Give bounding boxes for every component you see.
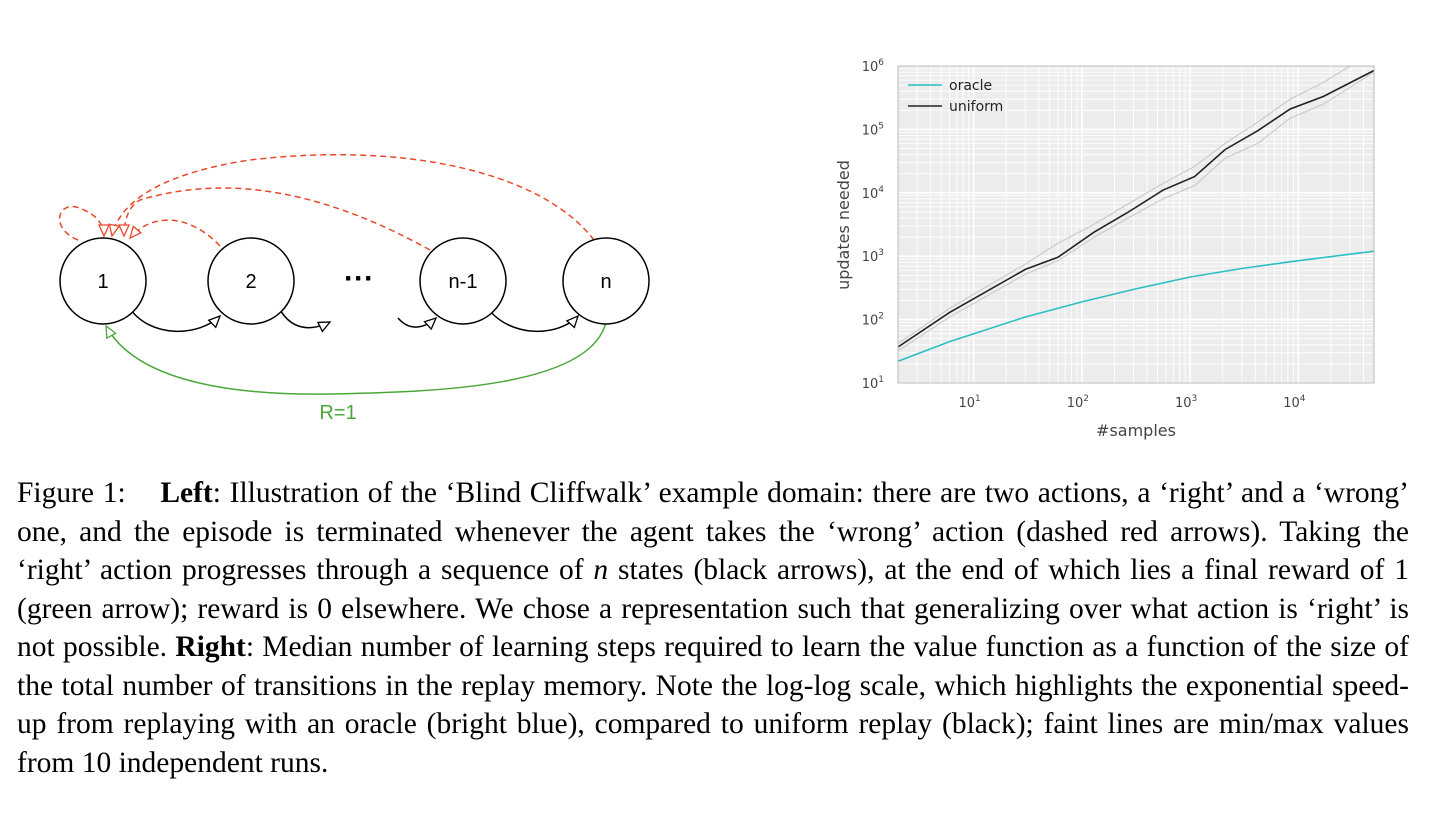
figure-caption: Figure 1: Left: Illustration of the ‘Bli… xyxy=(17,474,1409,782)
y-tick-label: 104 xyxy=(862,185,885,202)
wrong-arrow-self-loop xyxy=(58,205,111,241)
series-max-line xyxy=(897,65,1351,344)
right-arrow-1-2 xyxy=(127,305,222,333)
legend-uniform-label: uniform xyxy=(949,99,1003,115)
reward-arrow xyxy=(105,321,607,395)
state-node-2: 2 xyxy=(207,237,295,325)
wrong-arrow-from-n-1 xyxy=(117,187,431,251)
caption-right-text: : Median number of learning steps requir… xyxy=(17,631,1409,779)
series-uniform-line xyxy=(897,69,1375,348)
right-arrow-2-out xyxy=(277,305,332,333)
x-tick-labels: 101 102 103 104 xyxy=(959,394,1306,411)
y-axis-label: updates needed xyxy=(834,160,853,290)
x-axis-label: #samples xyxy=(1096,421,1176,440)
wrong-action-arrows xyxy=(58,153,595,251)
state-node-n-label: n xyxy=(600,271,611,293)
caption-n-variable: n xyxy=(593,554,609,586)
figure-label: Figure 1: xyxy=(17,477,126,509)
state-node-n-1-label: n-1 xyxy=(449,271,478,293)
chart-grid xyxy=(897,65,1375,384)
series-oracle-line xyxy=(897,250,1375,363)
wrong-arrow-from-n xyxy=(108,153,595,241)
x-tick-label: 101 xyxy=(959,394,981,411)
state-node-n-1: n-1 xyxy=(419,237,507,325)
legend-oracle-label: oracle xyxy=(949,78,992,94)
legend: oracle uniform xyxy=(908,78,1003,115)
state-node-2-label: 2 xyxy=(245,271,256,293)
right-action-arrows xyxy=(127,305,580,333)
y-tick-label: 102 xyxy=(862,312,884,329)
state-node-n: n xyxy=(562,237,650,325)
plot-background xyxy=(898,66,1374,383)
y-tick-label: 101 xyxy=(862,375,884,392)
ellipsis: ··· xyxy=(344,262,374,295)
reward-label: R=1 xyxy=(319,402,356,424)
y-tick-label: 106 xyxy=(862,58,885,75)
y-tick-labels: 101 102 103 104 105 106 xyxy=(862,58,885,392)
chart-series xyxy=(897,65,1375,363)
series-min-line xyxy=(897,71,1375,352)
y-tick-label: 103 xyxy=(862,248,884,265)
x-tick-label: 104 xyxy=(1283,394,1306,411)
caption-left-text-2: states (black arrows), at the end of whi… xyxy=(17,554,1409,663)
plot-frame xyxy=(897,65,1375,384)
wrong-arrow-from-2 xyxy=(128,219,221,247)
x-tick-label: 102 xyxy=(1067,394,1089,411)
state-node-1: 1 xyxy=(59,237,147,325)
state-node-1-label: 1 xyxy=(97,271,108,293)
y-tick-label: 105 xyxy=(862,121,884,138)
caption-left-text: : Illustration of the ‘Blind Cliffwalk’ … xyxy=(17,477,1410,586)
caption-left-label: Left xyxy=(160,477,213,509)
x-tick-label: 103 xyxy=(1175,394,1197,411)
blind-cliffwalk-diagram: R=1 1 2 ··· n-1 n xyxy=(58,153,650,424)
caption-right-label: Right xyxy=(175,631,246,663)
updates-vs-samples-chart: 101 102 103 104 101 102 103 104 105 106 #samples… xyxy=(834,58,1375,440)
right-arrow-in-n-1 xyxy=(397,316,438,331)
right-arrow-n-1-n xyxy=(485,305,580,333)
